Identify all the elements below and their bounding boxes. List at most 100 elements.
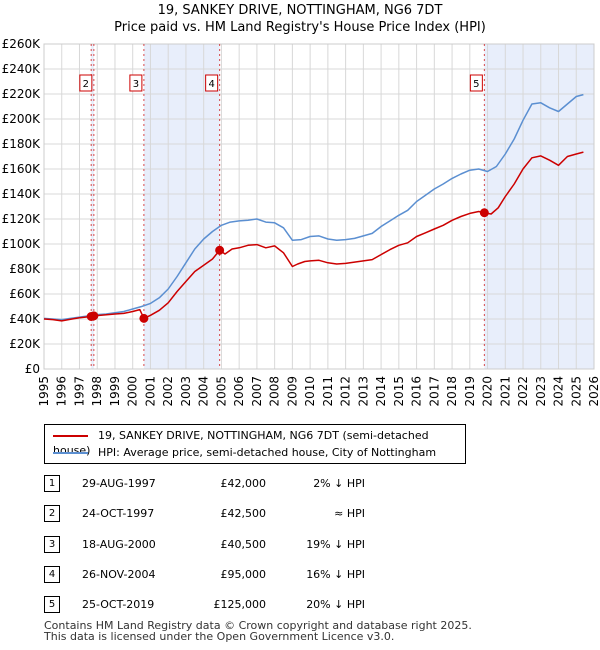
footer: Contains HM Land Registry data © Crown c…: [44, 620, 472, 642]
x-tick-label: 2009: [285, 376, 299, 407]
legend-swatch-hpi: [53, 452, 88, 454]
sale-price: £42,500: [220, 507, 267, 520]
y-tick-label: £200K: [2, 112, 42, 126]
x-tick-label: 2004: [197, 376, 211, 407]
sale-row: 1 29-AUG-1997 £42,000 2% ↓ HPI: [44, 475, 464, 492]
chart-subtitle: Price paid vs. HM Land Registry's House …: [114, 20, 486, 35]
ownership-span: [484, 44, 594, 369]
legend-item-property: 19, SANKEY DRIVE, NOTTINGHAM, NG6 7DT (s…: [53, 428, 465, 457]
property-price-line: [43, 151, 584, 322]
x-tick-label: 2012: [339, 376, 353, 407]
sale-point: [215, 245, 225, 255]
x-tick-label: 2025: [569, 376, 583, 407]
sale-marker-label: 2: [83, 79, 89, 90]
x-tick-label: 2008: [268, 376, 282, 407]
x-tick-label: 1996: [55, 376, 69, 407]
x-tick-label: 2005: [214, 376, 228, 407]
x-tick-label: 2020: [481, 376, 495, 407]
sale-number-badge: 3: [44, 536, 60, 553]
x-tick-label: 2023: [534, 376, 548, 407]
sale-date: 24-OCT-1997: [82, 507, 155, 520]
sale-marker-box: [79, 74, 93, 92]
x-tick-label: 2006: [232, 376, 246, 407]
x-tick-label: 2007: [250, 376, 264, 407]
sale-hpi-diff: 19% ↓ HPI: [306, 538, 365, 551]
legend-label-hpi: HPI: Average price, semi-detached house,…: [98, 446, 437, 459]
y-tick-label: £260K: [2, 37, 42, 51]
x-tick-label: 2014: [374, 376, 388, 407]
x-tick-label: 2024: [552, 376, 566, 407]
sale-marker-label: 5: [473, 79, 479, 90]
footer-licence: This data is licensed under the Open Gov…: [44, 630, 395, 643]
x-tick-label: 1997: [72, 376, 86, 407]
legend-swatch-property: [53, 435, 88, 437]
ownership-span: [91, 44, 94, 369]
x-tick-label: 2018: [445, 376, 459, 407]
sale-date: 26-NOV-2004: [82, 568, 156, 581]
x-tick-label: 2000: [126, 376, 140, 407]
x-tick-label: 2017: [427, 376, 441, 407]
y-tick-label: £120K: [2, 212, 42, 226]
sale-point: [479, 208, 489, 218]
sale-row: 3 18-AUG-2000 £40,500 19% ↓ HPI: [44, 536, 464, 553]
sale-marker-label: 3: [133, 79, 139, 90]
x-tick-label: 2003: [179, 376, 193, 407]
legend-item-hpi: HPI: Average price, semi-detached house,…: [53, 445, 436, 460]
y-tick-label: £0: [25, 362, 40, 376]
sale-date: 29-AUG-1997: [82, 477, 156, 490]
sale-row: 4 26-NOV-2004 £95,000 16% ↓ HPI: [44, 566, 464, 583]
chart-title-block: 19, SANKEY DRIVE, NOTTINGHAM, NG6 7DT Pr…: [0, 2, 600, 36]
sale-date: 25-OCT-2019: [82, 598, 155, 611]
y-tick-label: £20K: [9, 337, 41, 351]
x-tick-label: 2011: [321, 376, 335, 407]
sale-hpi-diff: 16% ↓ HPI: [306, 568, 365, 581]
y-tick-label: £140K: [2, 187, 42, 201]
hpi-line: [43, 93, 584, 321]
sale-marker-box: [129, 74, 143, 92]
sale-number-badge: 5: [44, 596, 60, 613]
y-tick-label: £60K: [9, 287, 41, 301]
sale-price: £40,500: [220, 538, 267, 551]
sale-marker-label: 4: [208, 79, 214, 90]
x-tick-label: 1995: [37, 376, 51, 407]
x-tick-label: 1998: [90, 376, 104, 407]
sale-price: £125,000: [213, 598, 267, 611]
sale-hpi-diff: ≈ HPI: [334, 507, 365, 520]
chart-title: 19, SANKEY DRIVE, NOTTINGHAM, NG6 7DT: [157, 3, 443, 18]
sale-price: £42,000: [220, 477, 267, 490]
y-tick-label: £160K: [2, 162, 42, 176]
sale-number-badge: 2: [44, 505, 60, 522]
y-tick-label: £80K: [9, 262, 41, 276]
sale-marker-box: [205, 74, 219, 92]
sale-number-badge: 1: [44, 475, 60, 492]
sale-point: [89, 311, 99, 321]
sale-hpi-diff: 20% ↓ HPI: [306, 598, 365, 611]
price-chart: £0 £20K £40K £60K £80K £100K £120K £140K £160K £1…: [2, 37, 600, 407]
x-tick-label: 2026: [587, 376, 600, 407]
legend: 19, SANKEY DRIVE, NOTTINGHAM, NG6 7DT (s…: [44, 424, 466, 464]
x-tick-label: 2021: [498, 376, 512, 407]
sale-price: £95,000: [220, 568, 267, 581]
sale-row: 5 25-OCT-2019 £125,000 20% ↓ HPI: [44, 596, 464, 613]
sale-point: [139, 313, 149, 323]
x-tick-label: 2019: [463, 376, 477, 407]
x-tick-label: 2010: [303, 376, 317, 407]
y-tick-label: £40K: [9, 312, 41, 326]
x-tick-label: 1999: [108, 376, 122, 407]
sale-hpi-diff: 2% ↓ HPI: [313, 477, 365, 490]
x-tick-label: 2013: [356, 376, 370, 407]
x-tick-label: 2015: [392, 376, 406, 407]
ownership-span: [143, 44, 220, 369]
sale-marker-box: [469, 74, 483, 92]
sale-number-badge: 4: [44, 566, 60, 583]
y-tick-label: £100K: [2, 237, 42, 251]
footer-copyright: Contains HM Land Registry data © Crown c…: [44, 619, 472, 632]
sale-date: 18-AUG-2000: [82, 538, 156, 551]
x-tick-label: 2016: [410, 376, 424, 407]
plot-frame: [43, 43, 595, 370]
x-tick-label: 2001: [143, 376, 157, 407]
x-tick-label: 2022: [516, 376, 530, 407]
sale-row: 2 24-OCT-1997 £42,500 ≈ HPI: [44, 505, 464, 522]
y-tick-label: £220K: [2, 87, 42, 101]
x-tick-label: 2002: [161, 376, 175, 407]
